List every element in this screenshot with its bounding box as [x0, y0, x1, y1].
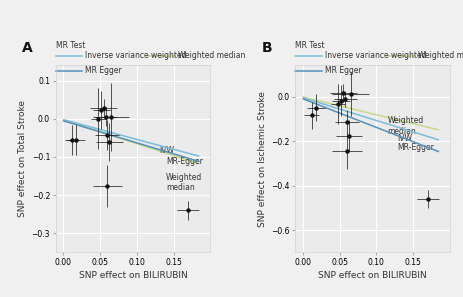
Text: MR-Egger: MR-Egger: [396, 143, 433, 152]
X-axis label: SNP effect on BILIRUBIN: SNP effect on BILIRUBIN: [78, 271, 187, 280]
Text: Weighted median: Weighted median: [417, 51, 463, 61]
Y-axis label: SNP effect on Total Stroke: SNP effect on Total Stroke: [19, 100, 27, 217]
Text: B: B: [261, 41, 271, 55]
Text: Weighted
median: Weighted median: [387, 116, 423, 135]
Text: Weighted
median: Weighted median: [166, 173, 202, 192]
Text: IVW: IVW: [396, 134, 411, 143]
Text: IVW: IVW: [158, 146, 174, 155]
Text: MR-Egger: MR-Egger: [166, 157, 203, 166]
Text: A: A: [22, 41, 32, 55]
X-axis label: SNP effect on BILIRUBIN: SNP effect on BILIRUBIN: [318, 271, 426, 280]
Text: MR Egger: MR Egger: [324, 67, 361, 75]
Text: Inverse variance weighted: Inverse variance weighted: [85, 51, 186, 61]
Y-axis label: SNP effect on Ischemic Stroke: SNP effect on Ischemic Stroke: [257, 91, 267, 227]
Text: MR Test: MR Test: [56, 41, 85, 50]
Text: MR Egger: MR Egger: [85, 67, 122, 75]
Text: Weighted median: Weighted median: [177, 51, 245, 61]
Text: Inverse variance weighted: Inverse variance weighted: [324, 51, 425, 61]
Text: MR Test: MR Test: [295, 41, 324, 50]
